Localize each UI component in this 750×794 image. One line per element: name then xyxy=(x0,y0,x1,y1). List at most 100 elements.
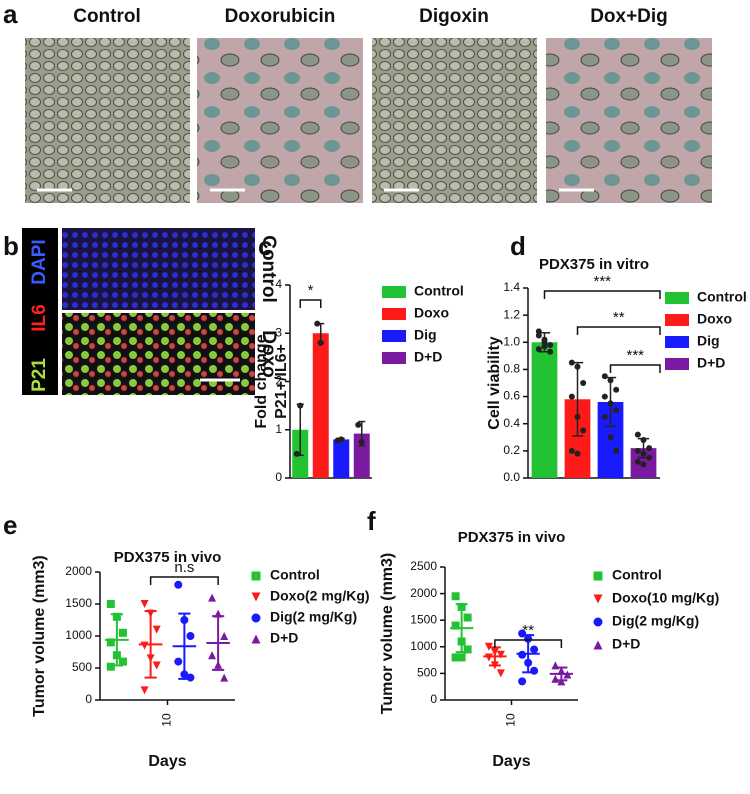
y-tick-label: 1.4 xyxy=(503,280,520,294)
data-point xyxy=(457,653,466,662)
data-point xyxy=(551,674,560,683)
legend-swatch xyxy=(665,358,689,370)
data-point xyxy=(640,461,647,468)
data-point xyxy=(580,380,587,386)
significance-label: n.s xyxy=(174,559,194,576)
legend-marker xyxy=(593,640,603,650)
legend-label: Doxo(2 mg/Kg) xyxy=(270,588,370,604)
data-point xyxy=(601,393,608,400)
legend-label: Dig xyxy=(414,327,437,343)
data-point xyxy=(574,450,581,457)
data-point xyxy=(601,373,608,380)
legend-label: Control xyxy=(612,567,662,583)
data-point xyxy=(557,677,566,686)
data-point xyxy=(220,673,229,682)
y-tick-label: 0.4 xyxy=(503,416,520,430)
data-point xyxy=(535,332,542,339)
data-point xyxy=(634,431,641,438)
y-axis-label: Tumor volume (mm3) xyxy=(31,555,48,717)
data-point xyxy=(607,434,614,441)
data-point xyxy=(208,651,217,660)
image-title: Digoxin xyxy=(419,6,489,27)
data-point xyxy=(451,621,460,630)
legend-swatch xyxy=(665,314,689,326)
data-point xyxy=(317,339,324,346)
image-title: Control xyxy=(73,6,141,27)
data-point xyxy=(106,600,115,608)
y-tick-label: 1500 xyxy=(410,612,437,626)
y-tick-label: 0.6 xyxy=(503,389,520,403)
stain-label: DAPI xyxy=(29,239,50,284)
y-tick-label: 2000 xyxy=(410,586,437,600)
legend-label: Dig(2 mg/Kg) xyxy=(612,613,699,629)
stain-label: P21 xyxy=(29,358,50,392)
micrograph xyxy=(546,38,712,203)
chart-title: PDX375 in vitro xyxy=(539,256,649,273)
fluorescence-image xyxy=(62,313,255,395)
legend-label: Dig xyxy=(697,333,720,349)
significance-label: ** xyxy=(522,622,534,639)
data-point xyxy=(574,363,581,370)
y-tick-label: 500 xyxy=(417,666,437,680)
significance-label: *** xyxy=(593,273,611,290)
data-point xyxy=(568,447,575,454)
data-point xyxy=(140,641,149,650)
y-tick-label: 1 xyxy=(275,422,282,436)
y-tick-label: 1000 xyxy=(410,639,437,653)
y-tick-label: 2000 xyxy=(65,564,92,578)
legend-label: D+D xyxy=(697,355,725,371)
legend-marker xyxy=(251,634,261,644)
data-point xyxy=(547,342,554,348)
data-point xyxy=(463,645,472,654)
chart-title: PDX375 in vivo xyxy=(114,549,222,566)
data-point xyxy=(613,447,620,454)
legend-label: Doxo xyxy=(697,311,732,327)
significance-bracket xyxy=(543,290,661,299)
y-tick-label: 0 xyxy=(85,692,92,706)
data-point xyxy=(140,600,149,608)
data-point xyxy=(547,348,554,355)
y-tick-label: 2500 xyxy=(410,559,437,573)
data-point xyxy=(601,413,608,420)
legend-marker xyxy=(251,613,261,623)
data-point xyxy=(646,445,653,452)
x-tick-label: 10 xyxy=(504,713,518,727)
y-tick-label: 0 xyxy=(430,692,437,706)
image-title: Dox+Dig xyxy=(590,6,668,27)
legend-marker xyxy=(593,617,603,627)
y-axis-label: Tumor volume (mm3) xyxy=(379,553,396,715)
legend-swatch xyxy=(665,292,689,304)
data-point xyxy=(186,673,195,682)
y-tick-label: 4 xyxy=(275,277,282,291)
y-tick-label: 0 xyxy=(275,470,282,484)
data-point xyxy=(220,632,229,640)
data-point xyxy=(634,458,641,465)
data-point xyxy=(118,657,127,666)
y-axis-label: Fold change xyxy=(253,334,270,428)
data-point xyxy=(640,437,647,443)
data-point xyxy=(338,436,345,443)
significance-bracket xyxy=(299,299,322,308)
legend-marker xyxy=(593,571,603,581)
panel-label: a xyxy=(3,0,18,29)
micrograph xyxy=(372,38,537,203)
data-point xyxy=(535,346,542,353)
data-point xyxy=(355,421,362,428)
legend-label: Control xyxy=(270,567,320,583)
panel-label: c xyxy=(258,231,272,261)
data-point xyxy=(613,407,620,414)
data-point xyxy=(186,632,195,640)
data-point xyxy=(568,359,575,366)
significance-label: *** xyxy=(626,347,644,364)
legend-swatch xyxy=(382,352,406,364)
bar xyxy=(353,433,370,478)
data-point xyxy=(530,645,539,654)
stain-legend-bg xyxy=(22,228,58,395)
legend-label: Doxo(10 mg/Kg) xyxy=(612,590,719,606)
panel-label: d xyxy=(510,231,526,261)
y-tick-label: 2 xyxy=(275,374,282,388)
legend-marker xyxy=(251,571,261,581)
data-point xyxy=(152,625,161,634)
data-point xyxy=(106,662,115,671)
